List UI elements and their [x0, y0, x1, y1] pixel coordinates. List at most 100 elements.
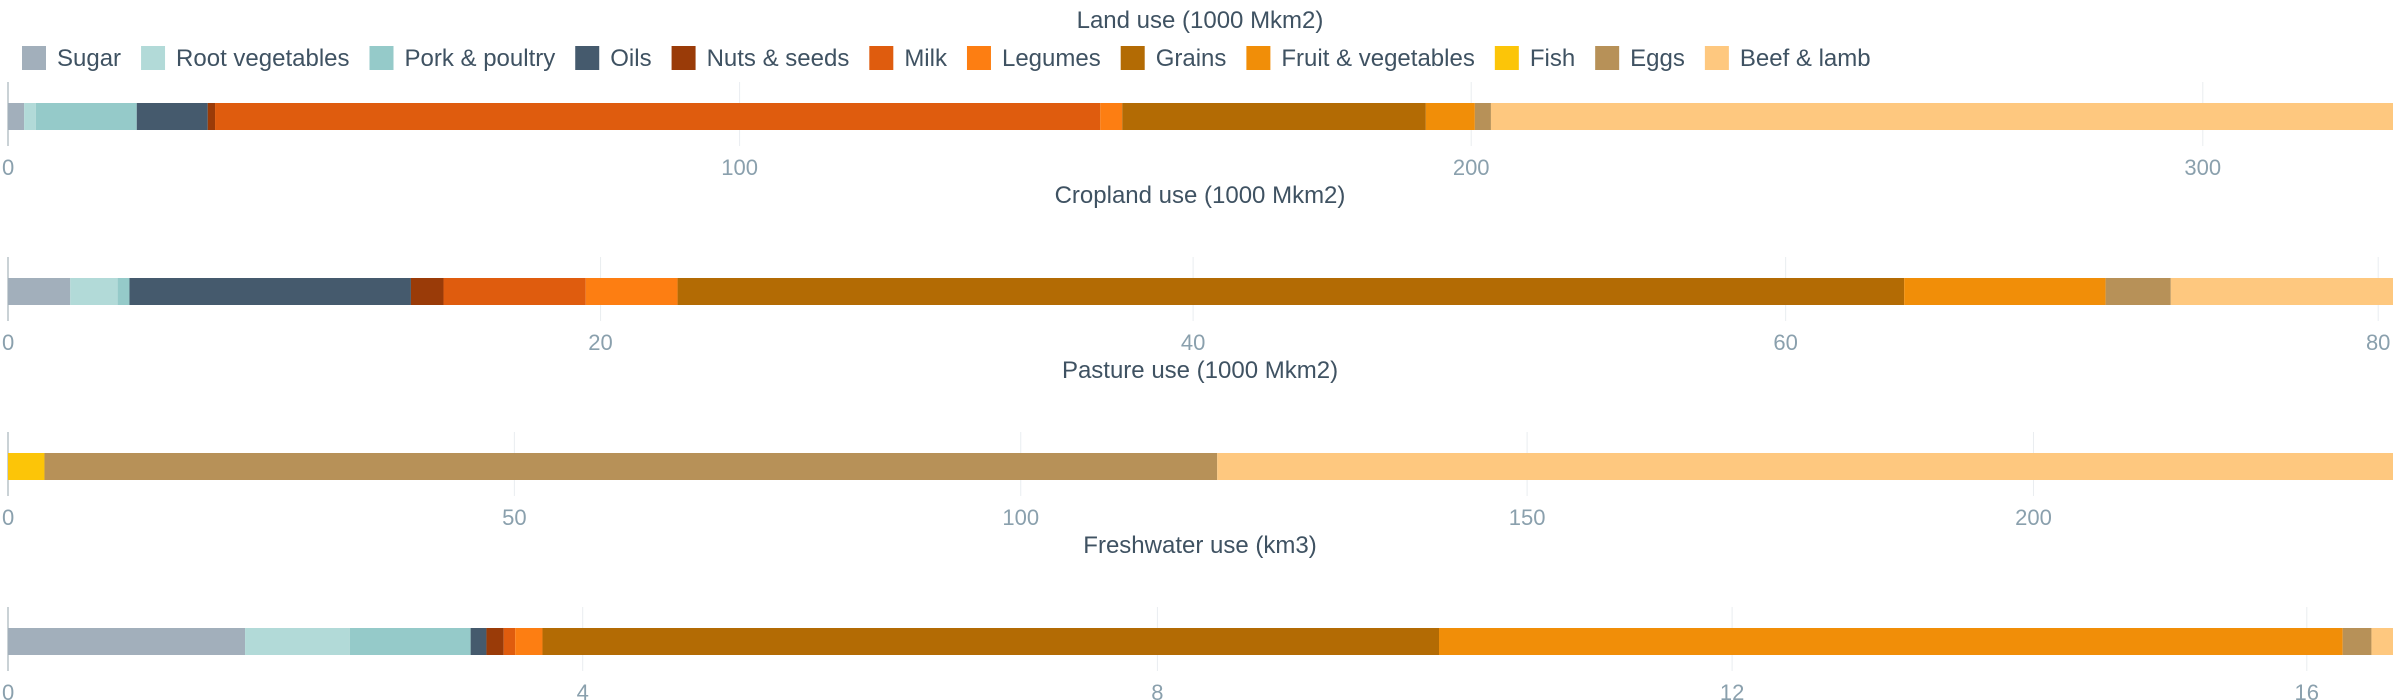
bar-segment-eggs[interactable]: [44, 453, 1218, 480]
legend-swatch-fruit-and-vegetables: [1246, 46, 1271, 70]
legend-swatch-eggs: [1595, 46, 1620, 70]
bar-segment-milk[interactable]: [503, 628, 516, 655]
chart-title: Pasture use (1000 Mkm2): [1062, 357, 1338, 384]
legend-item-fruit-and-vegetables[interactable]: Fruit & vegetables: [1246, 45, 1475, 72]
x-tick-label: 8: [1151, 680, 1163, 700]
x-tick-label: 0: [2, 330, 14, 355]
legend-swatch-pork-and-poultry: [369, 46, 394, 70]
chart-panel-1: Land use (1000 Mkm2) 0 100 200 300: [2, 7, 2393, 180]
bar-segment-oils[interactable]: [136, 103, 208, 130]
x-tick-label: 0: [2, 155, 14, 180]
bar-segment-eggs[interactable]: [1474, 103, 1491, 130]
x-tick-label: 4: [577, 680, 589, 700]
bar-segment-legumes[interactable]: [515, 628, 543, 655]
bar-segment-legumes[interactable]: [1100, 103, 1123, 130]
legend-item-beef-and-lamb[interactable]: Beef & lamb: [1704, 45, 1871, 72]
legend-item-pork-and-poultry[interactable]: Pork & poultry: [369, 45, 556, 72]
bar-segment-root-vegetables[interactable]: [24, 103, 36, 130]
legend-swatch-sugar: [22, 46, 46, 70]
x-tick-label: 0: [2, 680, 14, 700]
bar-segment-sugar[interactable]: [8, 103, 25, 130]
legend-label-grains: Grains: [1156, 45, 1227, 72]
chart-title: Land use (1000 Mkm2): [1077, 7, 1324, 34]
bar-segment-oils[interactable]: [129, 278, 411, 305]
bar-segment-root-vegetables[interactable]: [70, 278, 118, 305]
legend-item-grains[interactable]: Grains: [1120, 45, 1227, 72]
bar-segment-fruit-and-vegetables[interactable]: [1904, 278, 2106, 305]
x-tick-label: 50: [502, 505, 526, 530]
legend-swatch-legumes: [966, 46, 991, 70]
bar-segment-eggs[interactable]: [2342, 628, 2372, 655]
x-tick-label: 200: [1453, 155, 1490, 180]
x-tick-label: 200: [2015, 505, 2052, 530]
bar-segment-beef-and-lamb[interactable]: [2371, 628, 2393, 655]
bar-segment-grains[interactable]: [542, 628, 1439, 655]
bar-segment-milk[interactable]: [443, 278, 586, 305]
bar-segment-nuts-and-seeds[interactable]: [207, 103, 216, 130]
legend-label-sugar: Sugar: [57, 45, 121, 72]
bar-segment-grains[interactable]: [1122, 103, 1426, 130]
bar-segment-sugar[interactable]: [8, 278, 71, 305]
legend-swatch-nuts-and-seeds: [671, 46, 696, 70]
legend-label-beef-and-lamb: Beef & lamb: [1740, 45, 1871, 72]
x-tick-label: 60: [1773, 330, 1797, 355]
legend-item-oils[interactable]: Oils: [575, 45, 652, 72]
legend-swatch-beef-and-lamb: [1704, 46, 1729, 70]
bar-segment-beef-and-lamb[interactable]: [2170, 278, 2393, 305]
bar-segment-sugar[interactable]: [8, 628, 246, 655]
x-tick-label: 100: [1002, 505, 1039, 530]
chart-panel-3: Pasture use (1000 Mkm2) 0 50 100 150 200: [2, 357, 2393, 530]
legend-item-nuts-and-seeds[interactable]: Nuts & seeds: [671, 45, 850, 72]
x-tick-label: 300: [2184, 155, 2221, 180]
x-tick-label: 0: [2, 505, 14, 530]
bar-segment-pork-and-poultry[interactable]: [35, 103, 137, 130]
bar-segment-oils[interactable]: [470, 628, 487, 655]
legend-label-pork-and-poultry: Pork & poultry: [405, 45, 556, 72]
bar-segment-grains[interactable]: [677, 278, 1905, 305]
x-tick-label: 40: [1181, 330, 1205, 355]
legend-label-fruit-and-vegetables: Fruit & vegetables: [1281, 45, 1474, 72]
x-tick-label: 150: [1509, 505, 1546, 530]
legend-swatch-grains: [1120, 46, 1145, 70]
legend-label-legumes: Legumes: [1002, 45, 1101, 72]
bar-segment-pork-and-poultry[interactable]: [117, 278, 130, 305]
legend: Sugar Root vegetables Pork & poultry Oils Nu…: [22, 45, 1871, 72]
chart-title: Cropland use (1000 Mkm2): [1055, 182, 1346, 209]
bar-segment-nuts-and-seeds[interactable]: [486, 628, 504, 655]
legend-swatch-milk: [869, 46, 894, 70]
legend-item-root-vegetables[interactable]: Root vegetables: [141, 45, 350, 72]
legend-item-fish[interactable]: Fish: [1494, 45, 1575, 72]
legend-swatch-oils: [575, 46, 600, 70]
x-tick-label: 16: [2295, 680, 2319, 700]
bar-segment-nuts-and-seeds[interactable]: [410, 278, 444, 305]
legend-item-eggs[interactable]: Eggs: [1595, 45, 1685, 72]
bar-segment-beef-and-lamb[interactable]: [1217, 453, 2393, 480]
x-tick-label: 100: [721, 155, 758, 180]
legend-item-milk[interactable]: Milk: [869, 45, 948, 72]
legend-label-eggs: Eggs: [1630, 45, 1685, 72]
chart-panel-2: Cropland use (1000 Mkm2) 0 20 40 60 80: [2, 182, 2393, 355]
legend-label-fish: Fish: [1530, 45, 1575, 72]
legend-swatch-root-vegetables: [141, 46, 166, 70]
bar-segment-fish[interactable]: [8, 453, 45, 480]
legend-label-oils: Oils: [610, 45, 651, 72]
bar-segment-beef-and-lamb[interactable]: [1490, 103, 2393, 130]
chart-panel-4: Freshwater use (km3) 0 4 8 12 16: [2, 532, 2393, 700]
bar-segment-eggs[interactable]: [2105, 278, 2171, 305]
legend-label-milk: Milk: [904, 45, 948, 72]
bar-segment-fruit-and-vegetables[interactable]: [1425, 103, 1475, 130]
legend-item-sugar[interactable]: Sugar: [22, 45, 121, 72]
bar-segment-milk[interactable]: [215, 103, 1101, 130]
legend-item-legumes[interactable]: Legumes: [966, 45, 1101, 72]
legend-label-nuts-and-seeds: Nuts & seeds: [707, 45, 850, 72]
bar-segment-fruit-and-vegetables[interactable]: [1439, 628, 2343, 655]
legend-label-root-vegetables: Root vegetables: [176, 45, 349, 72]
x-tick-label: 80: [2366, 330, 2390, 355]
legend-swatch-fish: [1494, 46, 1519, 70]
bar-segment-pork-and-poultry[interactable]: [349, 628, 471, 655]
bar-segment-root-vegetables[interactable]: [245, 628, 350, 655]
x-tick-label: 20: [588, 330, 612, 355]
bar-segment-legumes[interactable]: [585, 278, 678, 305]
